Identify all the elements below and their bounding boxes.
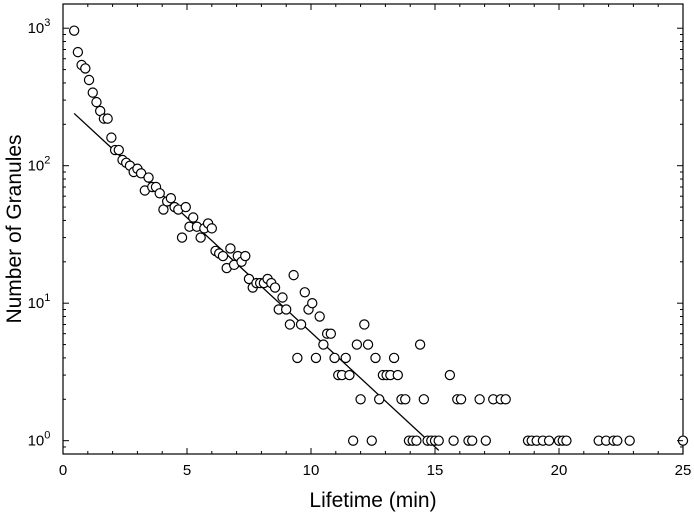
- data-point: [143, 172, 154, 183]
- data-point: [455, 394, 467, 405]
- y-tick-label: 101: [28, 292, 51, 312]
- data-points-layer: [68, 25, 689, 446]
- data-point: [72, 46, 84, 58]
- data-point: [340, 352, 351, 364]
- data-point: [281, 304, 292, 315]
- data-point: [307, 297, 318, 309]
- data-point: [83, 74, 95, 86]
- y-tick-exponent: 2: [44, 155, 50, 167]
- data-point: [217, 250, 229, 262]
- y-tick-label: 103: [28, 17, 51, 37]
- x-tick-label: 20: [551, 462, 568, 479]
- data-point: [80, 63, 91, 74]
- data-point: [318, 339, 329, 350]
- data-point: [165, 193, 177, 204]
- data-point: [351, 339, 363, 350]
- data-point: [187, 212, 199, 223]
- data-point: [366, 435, 377, 446]
- data-point: [418, 394, 430, 405]
- data-point: [414, 339, 426, 350]
- data-point: [113, 144, 125, 156]
- data-point: [474, 394, 485, 405]
- data-point: [154, 188, 165, 199]
- data-point: [612, 435, 623, 446]
- data-point: [176, 232, 188, 243]
- y-tick-exponent: 1: [44, 292, 50, 304]
- data-point: [347, 435, 359, 446]
- data-point: [355, 394, 366, 405]
- x-tick-label: 5: [183, 462, 191, 479]
- data-point: [277, 292, 288, 303]
- data-point: [87, 87, 98, 98]
- x-axis-ticks: 0 5 10 15 20 25: [59, 4, 692, 479]
- data-point: [392, 369, 403, 381]
- y-tick-exponent: 3: [44, 17, 50, 29]
- data-point: [543, 435, 555, 446]
- data-point: [411, 435, 422, 446]
- data-point: [374, 394, 385, 405]
- data-point: [444, 369, 456, 381]
- data-point: [310, 352, 322, 364]
- data-point: [299, 287, 310, 298]
- data-point: [295, 319, 307, 330]
- data-point: [195, 232, 206, 243]
- y-tick-label: 100: [28, 430, 51, 450]
- data-point: [362, 339, 374, 350]
- data-point: [106, 132, 117, 143]
- data-point: [240, 250, 251, 262]
- data-point: [500, 394, 511, 405]
- data-point: [370, 352, 381, 364]
- data-point: [388, 352, 400, 364]
- data-point: [206, 223, 217, 234]
- data-point: [467, 435, 478, 446]
- y-tick-exponent: 0: [44, 430, 50, 442]
- data-point: [400, 394, 411, 405]
- data-point: [480, 435, 492, 446]
- x-tick-label: 25: [675, 462, 692, 479]
- y-tick-label: 102: [28, 155, 51, 175]
- data-point: [102, 113, 113, 124]
- data-point: [433, 435, 444, 446]
- data-point: [329, 352, 340, 364]
- data-point: [68, 25, 80, 36]
- data-point: [284, 319, 296, 330]
- data-point: [561, 435, 572, 446]
- data-point: [225, 243, 236, 254]
- data-point: [448, 435, 459, 446]
- x-tick-label: 0: [59, 462, 67, 479]
- x-axis-title: Lifetime (min): [309, 489, 436, 512]
- x-tick-label: 15: [427, 462, 444, 479]
- y-axis-title: Number of Granules: [3, 134, 26, 323]
- data-point: [180, 201, 191, 213]
- data-point: [292, 352, 303, 364]
- plot-frame: [62, 3, 684, 455]
- data-point: [269, 282, 281, 293]
- data-point: [624, 435, 635, 446]
- data-point: [344, 369, 355, 381]
- data-point: [288, 269, 299, 281]
- x-tick-label: 10: [303, 462, 320, 479]
- data-point: [325, 328, 337, 339]
- data-point: [359, 319, 370, 330]
- data-point: [91, 96, 102, 108]
- data-point: [314, 311, 325, 322]
